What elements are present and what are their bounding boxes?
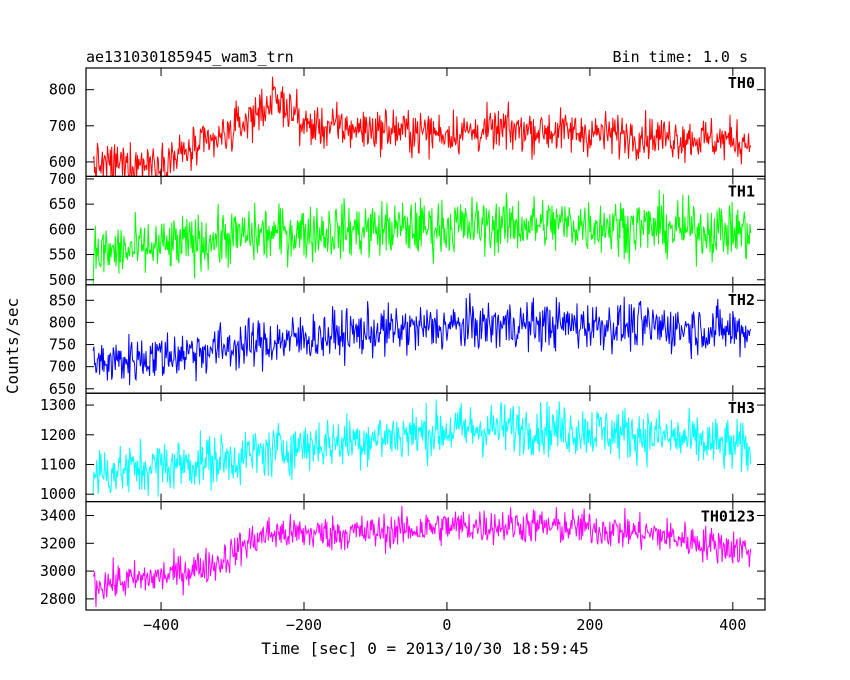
series-label-th3: TH3 [728,399,755,417]
y-tick-label: 550 [49,246,76,264]
series-label-th2: TH2 [728,291,755,309]
y-tick-label: 1300 [40,396,76,414]
series-label-th0: TH0 [728,74,755,92]
y-tick-label: 650 [49,380,76,398]
y-tick-label: 700 [49,358,76,376]
x-tick-label: 200 [576,616,603,634]
series-line-th3 [92,399,752,497]
y-tick-label: 800 [49,81,76,99]
x-axis-label: Time [sec] 0 = 2013/10/30 18:59:45 [261,639,589,658]
y-tick-label: 700 [49,117,76,135]
x-tick-label: −400 [143,616,179,634]
panel-th2: 650 700 750 800 850 TH2 [49,284,766,398]
panel-frame [85,284,766,394]
panel-th1: 500 550 600 650 700 TH1 [49,170,766,289]
panel-th0: 600 700 800 TH0 [49,67,766,178]
y-tick-label: 1200 [40,426,76,444]
bin-time-label: Bin time: 1.0 s [613,48,748,66]
y-tick-label: 500 [49,271,76,289]
y-tick-label: 3200 [40,534,76,552]
x-axis: −400 −200 0 200 400 [143,616,746,634]
series-line-th2 [92,293,752,386]
y-tick-label: 850 [49,291,76,309]
series-line-th0123 [92,505,752,608]
series-label-th1: TH1 [728,182,755,200]
y-tick-label: 650 [49,195,76,213]
y-axis-label: Counts/sec [3,298,22,394]
x-tick-label: 0 [442,616,451,634]
panel-th0123: 2800 3000 3200 3400 TH0123 [40,501,766,611]
chart-title: ae131030185945_wam3_trn [86,48,294,66]
y-tick-label: 1000 [40,485,76,503]
y-tick-label: 3000 [40,562,76,580]
series-label-th0123: TH0123 [701,508,755,526]
panel-th3: 1000 1100 1200 1300 TH3 [40,392,766,503]
y-tick-label: 1100 [40,455,76,473]
series-line-th0 [92,76,752,177]
y-tick-label: 3400 [40,506,76,524]
y-tick-label: 750 [49,336,76,354]
y-tick-label: 800 [49,313,76,331]
y-tick-label: 2800 [40,590,76,608]
panel-frame [85,501,766,611]
y-tick-label: 600 [49,153,76,171]
series-line-th1 [92,189,752,285]
y-tick-label: 700 [49,170,76,188]
x-tick-label: 400 [719,616,746,634]
y-tick-label: 600 [49,220,76,238]
x-tick-label: −200 [286,616,322,634]
